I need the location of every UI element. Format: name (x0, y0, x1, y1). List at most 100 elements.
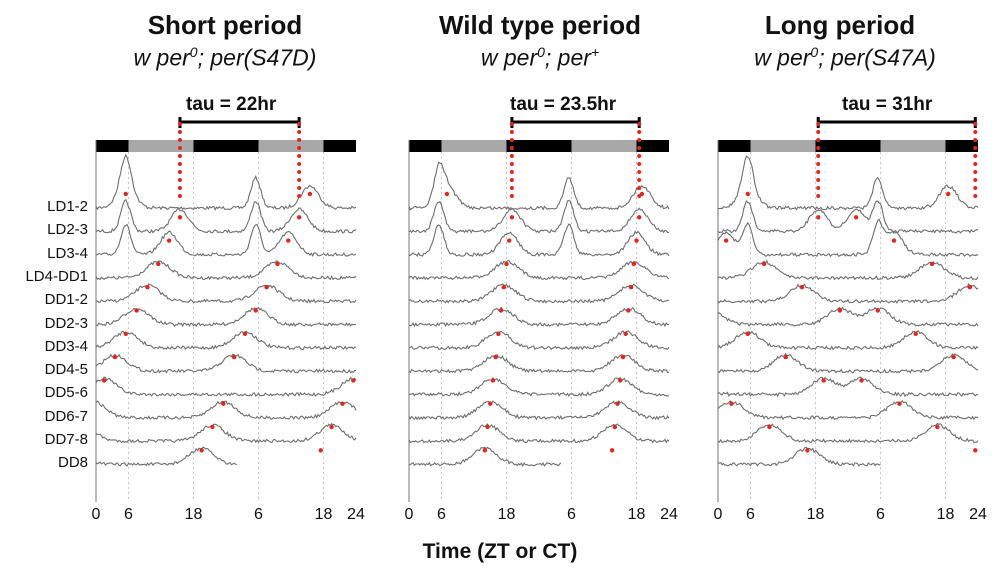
tau-marker-dot (297, 178, 302, 182)
activity-trace (95, 400, 357, 421)
row-label: LD1-2 (47, 198, 88, 215)
peak-dot (286, 238, 291, 243)
activity-trace (408, 330, 670, 351)
tau-marker-dot (509, 178, 514, 182)
x-tick-label: 6 (437, 506, 446, 523)
tau-marker-dot (637, 170, 642, 174)
peak-dot (967, 285, 973, 290)
tau-marker-dot (509, 122, 514, 126)
peak-dot (913, 331, 918, 336)
peak-dot (620, 354, 626, 360)
panel3-title: Long period (764, 10, 916, 40)
peak-dot (745, 191, 750, 197)
row-label: DD1-2 (44, 291, 88, 309)
row-label: DD2-3 (44, 314, 88, 332)
activity-trace (95, 422, 357, 444)
activity-trace (408, 354, 670, 374)
peak-dot (221, 401, 226, 406)
row-label: DD6-7 (44, 407, 88, 425)
panel1-genotype: w per0; per(S47D) (133, 44, 317, 71)
tau-marker-dot (637, 130, 642, 134)
x-tick-label: 18 (497, 506, 516, 523)
tau-marker-dot (816, 146, 821, 150)
peak-dot (501, 285, 506, 290)
peak-dot (210, 424, 215, 430)
tau-marker-dot (816, 138, 821, 142)
peak-dot (853, 215, 859, 220)
peak-dot (821, 378, 826, 383)
tau-marker-dot (973, 138, 978, 142)
ld-bar-segment (945, 140, 978, 152)
peak-dot (623, 331, 628, 336)
peak-dot (946, 191, 951, 197)
activity-trace (95, 153, 357, 211)
tau-marker-dot (816, 186, 821, 190)
row-label: DD3-4 (44, 337, 88, 355)
activity-trace (95, 353, 356, 374)
x-tick-label: 18 (806, 506, 825, 523)
peak-dot (837, 308, 843, 313)
peak-dot (745, 331, 750, 336)
tau-marker-dot (177, 146, 182, 150)
peak-dot (504, 261, 509, 267)
peak-dot (199, 448, 204, 453)
peak-dot (145, 285, 150, 290)
tau-marker-dot (816, 194, 821, 198)
row-label: DD5-6 (44, 384, 88, 402)
peak-dot (329, 424, 334, 430)
tau-marker-dot (177, 162, 182, 166)
tau-marker-dot (637, 162, 642, 166)
tau-marker-dot (816, 162, 821, 166)
ld-bar-segment (193, 140, 259, 152)
ld-bar-segment (409, 140, 442, 152)
x-tick-label: 0 (404, 506, 414, 523)
activity-trace (408, 400, 670, 421)
tau-marker-dot (816, 130, 821, 134)
peak-dot (783, 354, 788, 360)
peak-dot (973, 448, 978, 453)
activity-trace (95, 376, 357, 397)
x-tick-label: 18 (184, 506, 203, 523)
tau-marker-dot (297, 170, 302, 174)
tau-marker-dot (177, 154, 182, 158)
activity-trace (408, 306, 670, 328)
peak-dot (897, 401, 902, 406)
activity-trace (95, 198, 357, 234)
peak-dot (498, 308, 504, 313)
peak-dot (444, 191, 450, 197)
peak-dot (637, 215, 642, 220)
activity-trace (408, 161, 670, 211)
ld-bar-segment (128, 140, 194, 152)
tau-marker-dot (509, 194, 514, 198)
x-tick-label: 24 (969, 506, 987, 523)
x-tick-label: 6 (254, 506, 263, 523)
activity-trace (717, 218, 979, 258)
peak-dot (123, 331, 128, 336)
peak-dot (488, 401, 493, 406)
activity-trace (717, 399, 979, 421)
tau-marker-dot (816, 178, 821, 182)
tau-marker-dot (297, 194, 302, 198)
ld-bar-segment (506, 140, 572, 152)
x-tick-label: 6 (876, 506, 885, 523)
ld-bar-segment (815, 140, 881, 152)
tau-marker-dot (637, 178, 642, 182)
ld-bar-segment (571, 140, 637, 152)
tau-marker-dot (973, 154, 978, 158)
peak-dot (618, 378, 623, 383)
tau-marker-dot (637, 186, 642, 190)
tau-marker-dot (973, 146, 978, 150)
peak-dot (609, 448, 615, 453)
tau-marker-dot (973, 130, 978, 134)
tau-marker-dot (973, 162, 978, 166)
ld-bar-segment (258, 140, 324, 152)
tau-marker-dot (637, 146, 642, 150)
tau-marker-dot (816, 154, 821, 158)
peak-dot (318, 448, 323, 453)
x-tick-label: 24 (347, 506, 365, 523)
activity-trace (408, 423, 670, 444)
peak-dot (482, 448, 488, 453)
peak-dot (612, 424, 618, 430)
tau-marker-dot (297, 138, 302, 142)
peak-dot (340, 401, 345, 406)
